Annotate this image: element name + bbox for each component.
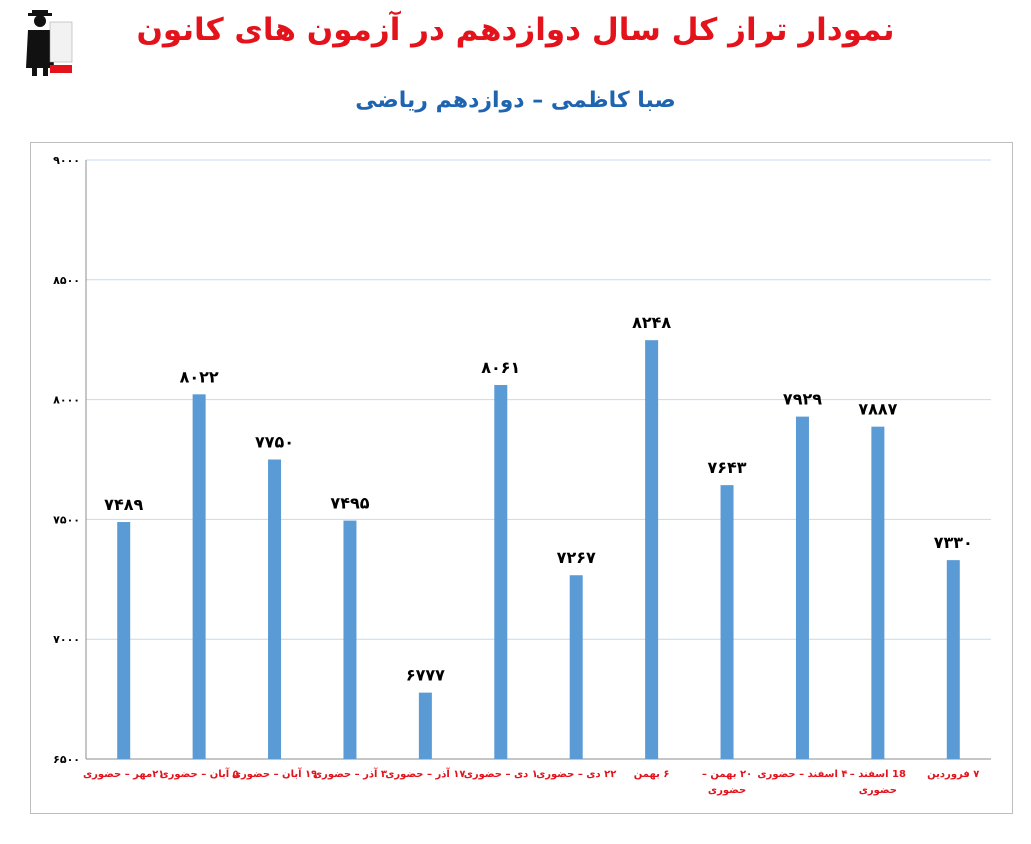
x-tick-label: حضوری bbox=[859, 785, 897, 796]
data-label: ۷۹۲۹ bbox=[783, 390, 822, 409]
data-label: ۷۲۶۷ bbox=[557, 548, 596, 567]
data-label: ۷۸۸۷ bbox=[858, 400, 897, 419]
y-tick-label: ۶۵۰۰ bbox=[53, 753, 80, 766]
data-label: ۸۲۴۸ bbox=[632, 313, 671, 332]
x-tick-label: ۵ آبان – حضوری bbox=[159, 767, 238, 780]
data-label: ۷۶۴۳ bbox=[708, 458, 747, 477]
data-labels: ۷۴۸۹ ۸۰۲۲ ۷۷۵۰ ۷۴۹۵ ۶۷۷۷ ۸۰۶۱ ۷۲۶۷ ۸۲۴۸ ۷۶۴۳ ۷۹۲۹… bbox=[104, 313, 973, 684]
bars bbox=[117, 340, 960, 759]
x-tick-label: ۲۱مهر – حضوری bbox=[83, 769, 164, 780]
x-tick-label: ۷ فروردین bbox=[927, 769, 979, 780]
x-tick-label: ۱۹ آبان – حضوری bbox=[232, 767, 317, 780]
axes: ۶۵۰۰ ۷۰۰۰ ۷۵۰۰ ۸۰۰۰ ۸۵۰۰ ۹۰۰۰ bbox=[53, 154, 991, 766]
x-tick-label: ۶ بهمن bbox=[634, 769, 670, 780]
x-tick-label: ۱۷ آذر – حضوری bbox=[385, 767, 465, 780]
bar-chart: ۶۵۰۰ ۷۰۰۰ ۷۵۰۰ ۸۰۰۰ ۸۵۰۰ ۹۰۰۰ ۷۴۸۹ ۸۰۲۲ ۷۷۵۰ ۷۴۹… bbox=[53, 154, 991, 796]
bar bbox=[192, 394, 206, 759]
x-tick-label: ۴ اسفند – حضوری bbox=[757, 769, 847, 780]
x-tick-label: ۲۰ بهمن – bbox=[702, 769, 752, 780]
bar bbox=[268, 459, 282, 759]
bar bbox=[871, 426, 885, 759]
bar bbox=[946, 560, 960, 759]
chart-area: ۶۵۰۰ ۷۰۰۰ ۷۵۰۰ ۸۰۰۰ ۸۵۰۰ ۹۰۰۰ ۷۴۸۹ ۸۰۲۲ ۷۷۵۰ ۷۴۹… bbox=[30, 142, 1013, 814]
bar bbox=[418, 692, 432, 759]
x-tick-label: ۲۲ دی – حضوری bbox=[536, 769, 616, 780]
x-tick-label: ۱ دی – حضوری bbox=[464, 769, 538, 780]
teacher-figure-icon bbox=[26, 10, 73, 76]
bar bbox=[494, 384, 508, 759]
bar bbox=[795, 416, 809, 759]
data-label: ۸۰۶۱ bbox=[481, 358, 520, 377]
grid-lines bbox=[86, 159, 991, 640]
bar bbox=[117, 522, 131, 759]
data-label: ۷۷۵۰ bbox=[255, 433, 294, 452]
y-tick-label: ۷۵۰۰ bbox=[53, 513, 80, 526]
x-tick-label: 18 اسفند – bbox=[850, 769, 906, 780]
data-label: ۷۴۹۵ bbox=[330, 494, 369, 513]
x-tick-label: ۳ آذر – حضوری bbox=[313, 767, 387, 780]
data-label: ۷۳۳۰ bbox=[934, 533, 973, 552]
logo bbox=[20, 8, 76, 78]
data-label: ۷۴۸۹ bbox=[104, 495, 143, 514]
y-tick-label: ۸۰۰۰ bbox=[53, 394, 80, 407]
y-tick-label: ۷۰۰۰ bbox=[53, 633, 80, 646]
bar bbox=[645, 340, 659, 759]
bar bbox=[569, 575, 583, 759]
chart-subtitle: صبا کاظمی – دوازدهم ریاضی bbox=[355, 88, 676, 113]
data-label: ۸۰۲۲ bbox=[180, 367, 219, 386]
data-label: ۶۷۷۷ bbox=[406, 666, 445, 685]
bar bbox=[343, 520, 357, 759]
y-tick-label: ۸۵۰۰ bbox=[53, 274, 80, 287]
x-tick-label: حضوری bbox=[708, 785, 746, 796]
logo-badge bbox=[50, 65, 72, 73]
y-tick-label: ۹۰۰۰ bbox=[53, 154, 80, 167]
chart-title: نمودار تراز کل سال دوازدهم در آزمون های … bbox=[136, 12, 895, 48]
bar bbox=[720, 485, 734, 759]
